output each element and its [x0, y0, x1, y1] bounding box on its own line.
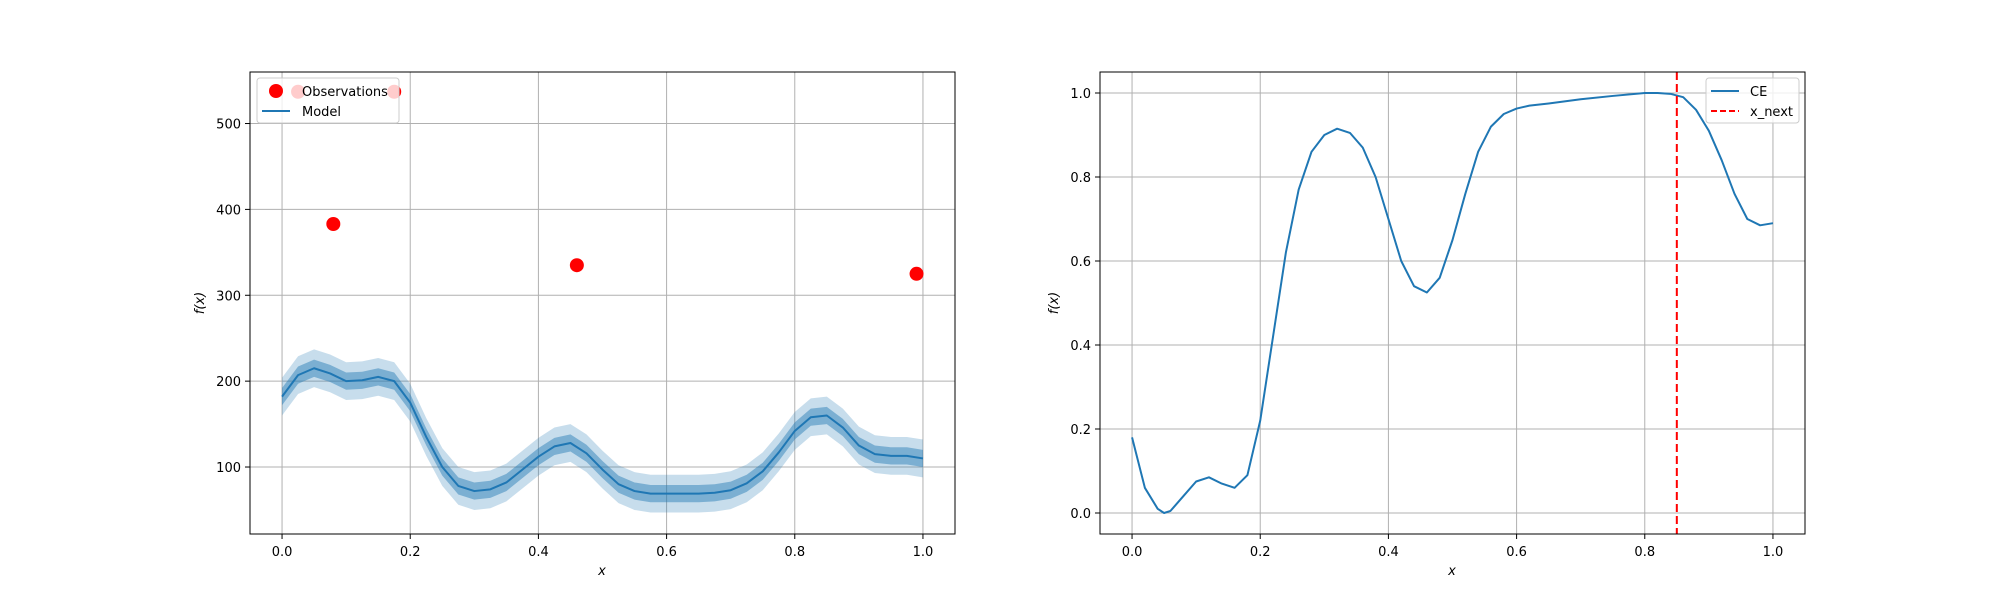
left-grid [250, 72, 955, 534]
right-y-tick-label: 0.2 [1070, 423, 1091, 438]
right-legend: CE x_next [1705, 77, 1800, 124]
left-axes-frame [249, 71, 956, 535]
left-ticks: 0.0 0.2 0.4 0.6 0.8 1.0 100 200 300 400 500 [216, 118, 933, 560]
model-series-line [281, 367, 924, 495]
left-y-tick-label: 300 [216, 289, 241, 304]
right-y-tick-label: 0.6 [1070, 255, 1091, 270]
right-ticks: 0.0 0.2 0.4 0.6 0.8 1.0 0.0 0.2 0.4 0.6 0.8 1.0 [1070, 87, 1783, 560]
left-x-tick-label: 0.2 [400, 545, 421, 560]
legend-observations-label: Observations [302, 85, 388, 100]
left-y-tick-label: 100 [216, 461, 241, 476]
legend-x-next-label: x_next [1750, 105, 1793, 120]
left-y-tick-label: 200 [216, 375, 241, 390]
right-x-tick-label: 0.6 [1506, 545, 1527, 560]
left-x-tick-label: 0.8 [784, 545, 805, 560]
right-x-tick-label: 0.4 [1378, 545, 1399, 560]
right-x-tick-label: 0.8 [1634, 545, 1655, 560]
right-x-axis-label: x [1447, 564, 1456, 579]
right-x-tick-label: 1.0 [1763, 545, 1784, 560]
observations-point [569, 258, 584, 273]
right-y-tick-label: 1.0 [1070, 87, 1091, 102]
right-plot-panel: 0.0 0.2 0.4 0.6 0.8 1.0 0.0 0.2 0.4 0.6 0.8 1.0 x f… [1047, 71, 1806, 579]
right-plot-area [1131, 72, 1774, 534]
left-plot-panel: 0.0 0.2 0.4 0.6 0.8 1.0 100 200 300 400 500 x f(x)… [193, 71, 956, 579]
ce-series-line [1131, 92, 1774, 514]
left-legend-box [256, 77, 400, 124]
left-y-tick-label: 400 [216, 203, 241, 218]
left-x-tick-label: 0.0 [272, 545, 293, 560]
right-y-tick-label: 0.8 [1070, 171, 1091, 186]
left-y-tick-label: 500 [216, 118, 241, 133]
right-axes-frame [1099, 71, 1806, 535]
left-y-axis-label: f(x) [193, 292, 208, 314]
legend-model-label: Model [302, 105, 341, 120]
right-y-axis-label: f(x) [1047, 292, 1062, 314]
right-x-tick-label: 0.0 [1122, 545, 1143, 560]
left-x-tick-label: 0.6 [656, 545, 677, 560]
observations-point [326, 216, 341, 231]
left-x-axis-label: x [597, 564, 606, 579]
observations-point [909, 266, 924, 281]
right-x-tick-label: 0.2 [1250, 545, 1271, 560]
right-grid [1100, 72, 1805, 534]
left-x-tick-label: 1.0 [913, 545, 934, 560]
left-x-tick-label: 0.4 [528, 545, 549, 560]
left-legend: Observations Model [256, 77, 400, 124]
right-y-tick-label: 0.0 [1070, 507, 1091, 522]
legend-ce-label: CE [1750, 85, 1767, 100]
right-y-tick-label: 0.4 [1070, 339, 1091, 354]
legend-observations-marker [269, 84, 283, 98]
